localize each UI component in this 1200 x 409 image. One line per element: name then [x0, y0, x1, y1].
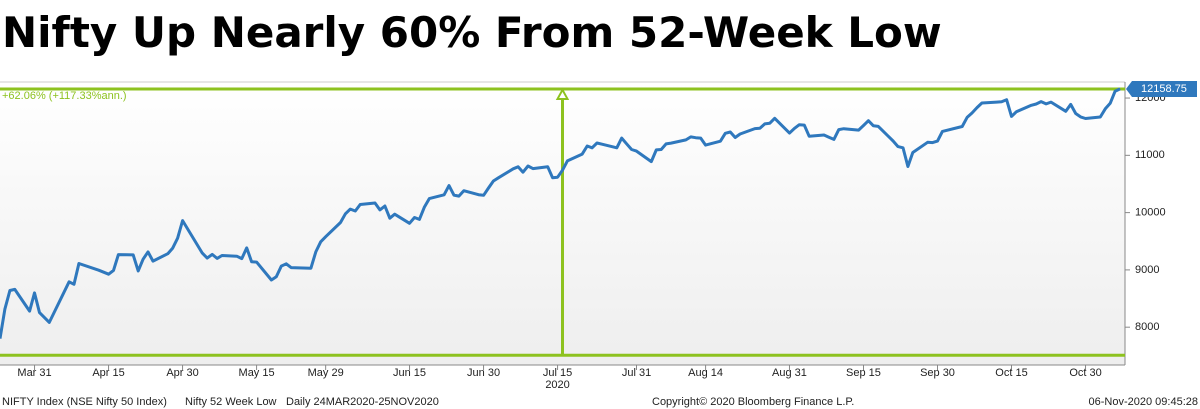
last-value-box — [1126, 80, 1197, 97]
annotation: +62.06% (+117.33%ann.) — [2, 90, 127, 102]
x-tick-label: Jun 15 — [393, 367, 426, 379]
y-tick-label: 10000 — [1135, 207, 1166, 219]
x-tick-label: Apr 30 — [166, 367, 198, 379]
x-tick-label: Aug 14 — [688, 367, 723, 379]
x-tick-label: May 15 — [239, 367, 275, 379]
x-tick-label: Sep 15 — [846, 367, 881, 379]
footer-timestamp: 06-Nov-2020 09:45:28 — [1089, 396, 1198, 408]
x-tick-label: Oct 15 — [995, 367, 1027, 379]
legend-series: NIFTY Index (NSE Nifty 50 Index) — [2, 396, 167, 408]
x-tick-label: Mar 31 — [17, 367, 51, 379]
y-tick-label: 9000 — [1135, 264, 1159, 276]
x-tick-label: Jul 15 — [543, 367, 572, 379]
x-tick-label: May 29 — [308, 367, 344, 379]
y-tick-label: 8000 — [1135, 321, 1159, 333]
y-tick-label: 11000 — [1135, 149, 1165, 161]
legend-low-line: Nifty 52 Week Low — [185, 396, 277, 408]
x-tick-label: Oct 30 — [1069, 367, 1101, 379]
footer-copyright: Copyright© 2020 Bloomberg Finance L.P. — [652, 396, 854, 408]
x-tick-label: Sep 30 — [920, 367, 955, 379]
arrow-head — [555, 87, 570, 100]
x-tick-label: Jun 30 — [467, 367, 500, 379]
price-line — [0, 87, 1121, 339]
x-year-label: 2020 — [545, 379, 569, 391]
x-tick-label: Apr 15 — [92, 367, 124, 379]
footer-range: Daily 24MAR2020-25NOV2020 — [286, 396, 439, 408]
chart-title: Nifty Up Nearly 60% From 52-Week Low — [2, 8, 942, 57]
x-tick-label: Aug 31 — [772, 367, 807, 379]
last-value-label: 12158.75 — [1141, 83, 1187, 95]
x-tick-label: Jul 31 — [622, 367, 651, 379]
